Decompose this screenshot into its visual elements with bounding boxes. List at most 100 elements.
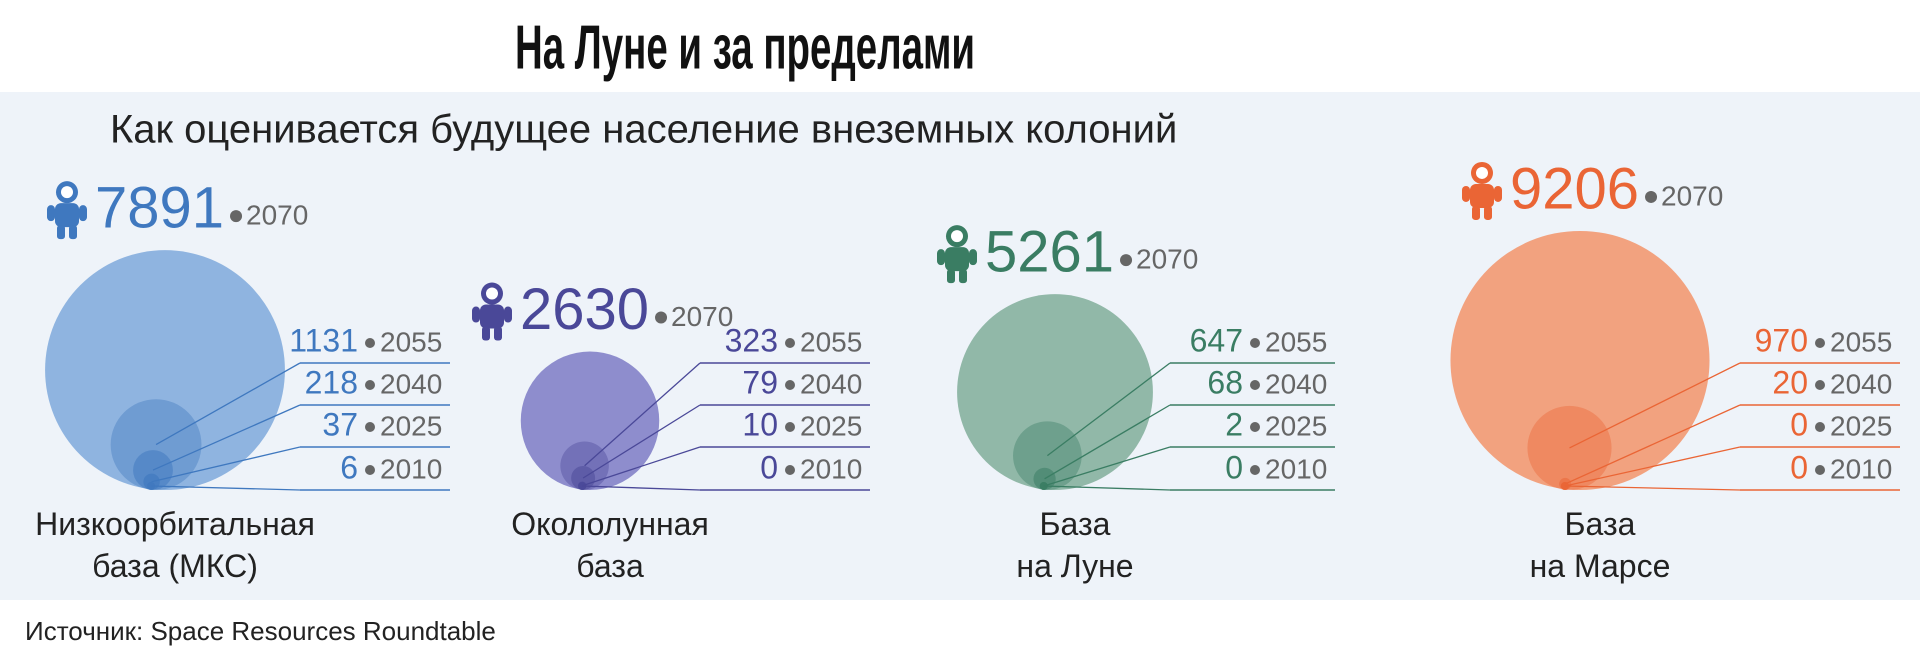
year-label: 2040 bbox=[1830, 368, 1892, 399]
dot bbox=[1815, 380, 1825, 390]
icon-arm bbox=[47, 205, 55, 222]
total-value: 9206 bbox=[1510, 156, 1639, 221]
icon-visor bbox=[61, 186, 73, 199]
dot bbox=[365, 338, 375, 348]
connector bbox=[1043, 446, 1171, 487]
year-label: 2025 bbox=[380, 410, 442, 441]
icon-visor bbox=[486, 287, 498, 300]
chart-title: На Луне и за пределами bbox=[515, 12, 975, 82]
year-label: 2070 bbox=[1136, 244, 1198, 275]
year-label: 2055 bbox=[800, 326, 862, 357]
icon-leg bbox=[69, 225, 77, 240]
total-value: 5261 bbox=[985, 219, 1114, 284]
dot bbox=[1250, 422, 1260, 432]
dot bbox=[655, 311, 668, 324]
icon-visor bbox=[951, 230, 963, 243]
icon-arm bbox=[504, 306, 512, 323]
dot bbox=[1815, 422, 1825, 432]
dot bbox=[1120, 254, 1133, 267]
dot bbox=[1815, 338, 1825, 348]
year-label: 2040 bbox=[1265, 368, 1327, 399]
dot bbox=[1815, 465, 1825, 475]
value-label: 2 bbox=[1225, 406, 1243, 442]
value-label: 218 bbox=[305, 364, 358, 400]
connector bbox=[152, 404, 301, 471]
connector bbox=[582, 485, 701, 491]
dot bbox=[230, 210, 243, 223]
icon-leg bbox=[1472, 205, 1480, 220]
icon-leg bbox=[959, 269, 967, 284]
connector bbox=[1564, 446, 1741, 487]
dot bbox=[785, 465, 795, 475]
dot bbox=[365, 380, 375, 390]
group-name: Низкоорбитальная база (МКС) bbox=[35, 506, 315, 584]
icon-arm bbox=[1494, 185, 1502, 202]
dot bbox=[365, 465, 375, 475]
year-label: 2070 bbox=[246, 200, 308, 231]
year-label: 2055 bbox=[1265, 326, 1327, 357]
icon-arm bbox=[969, 249, 977, 266]
dot bbox=[1250, 338, 1260, 348]
astronaut-icon bbox=[472, 282, 512, 341]
bubble bbox=[45, 250, 285, 490]
bubble bbox=[520, 351, 660, 490]
value-label: 970 bbox=[1755, 322, 1808, 358]
icon-arm bbox=[79, 205, 87, 222]
dot bbox=[785, 422, 795, 432]
value-label: 647 bbox=[1190, 322, 1243, 358]
icon-leg bbox=[1484, 205, 1492, 220]
year-label: 2055 bbox=[380, 326, 442, 357]
connector bbox=[1564, 485, 1741, 491]
connector bbox=[155, 362, 301, 446]
connector bbox=[1564, 404, 1741, 485]
year-label: 2040 bbox=[800, 368, 862, 399]
value-label: 0 bbox=[1790, 449, 1808, 485]
bubble bbox=[1450, 230, 1710, 490]
year-label: 2025 bbox=[1830, 410, 1892, 441]
group-name: Окололунная база bbox=[511, 506, 709, 584]
connector bbox=[1046, 362, 1171, 457]
year-label: 2070 bbox=[1661, 180, 1723, 211]
icon-body bbox=[945, 247, 969, 272]
connector bbox=[584, 362, 701, 467]
icon-leg bbox=[947, 269, 955, 284]
total-value: 2630 bbox=[520, 277, 649, 342]
icon-leg bbox=[482, 326, 490, 341]
connector bbox=[582, 404, 701, 479]
icon-leg bbox=[494, 326, 502, 341]
year-label: 2025 bbox=[1265, 410, 1327, 441]
value-label: 68 bbox=[1207, 364, 1243, 400]
icon-body bbox=[55, 203, 79, 228]
value-label: 37 bbox=[322, 406, 358, 442]
astronaut-icon bbox=[937, 225, 977, 284]
connector bbox=[151, 446, 301, 483]
dot bbox=[785, 380, 795, 390]
dot bbox=[365, 422, 375, 432]
group-name: База на Марсе bbox=[1529, 506, 1671, 584]
connector bbox=[1044, 404, 1171, 480]
group-name: База на Луне bbox=[1016, 506, 1134, 584]
connector bbox=[1569, 362, 1741, 449]
value-label: 1131 bbox=[289, 322, 358, 358]
connector bbox=[151, 485, 301, 491]
source: Источник: Space Resources Roundtable bbox=[25, 616, 496, 646]
connector bbox=[582, 446, 701, 487]
dot bbox=[1250, 465, 1260, 475]
year-label: 2010 bbox=[800, 453, 862, 484]
year-label: 2010 bbox=[1830, 453, 1892, 484]
dot bbox=[1645, 190, 1658, 203]
icon-arm bbox=[937, 249, 945, 266]
icon-visor bbox=[1476, 166, 1488, 179]
astronaut-icon bbox=[1462, 161, 1502, 220]
value-label: 6 bbox=[340, 449, 358, 485]
icon-arm bbox=[1462, 185, 1470, 202]
connector bbox=[1043, 485, 1171, 491]
year-label: 2040 bbox=[380, 368, 442, 399]
year-label: 2070 bbox=[671, 301, 733, 332]
icon-arm bbox=[472, 306, 480, 323]
icon-leg bbox=[57, 225, 65, 240]
year-label: 2055 bbox=[1830, 326, 1892, 357]
value-label: 20 bbox=[1772, 364, 1808, 400]
value-label: 323 bbox=[725, 322, 778, 358]
